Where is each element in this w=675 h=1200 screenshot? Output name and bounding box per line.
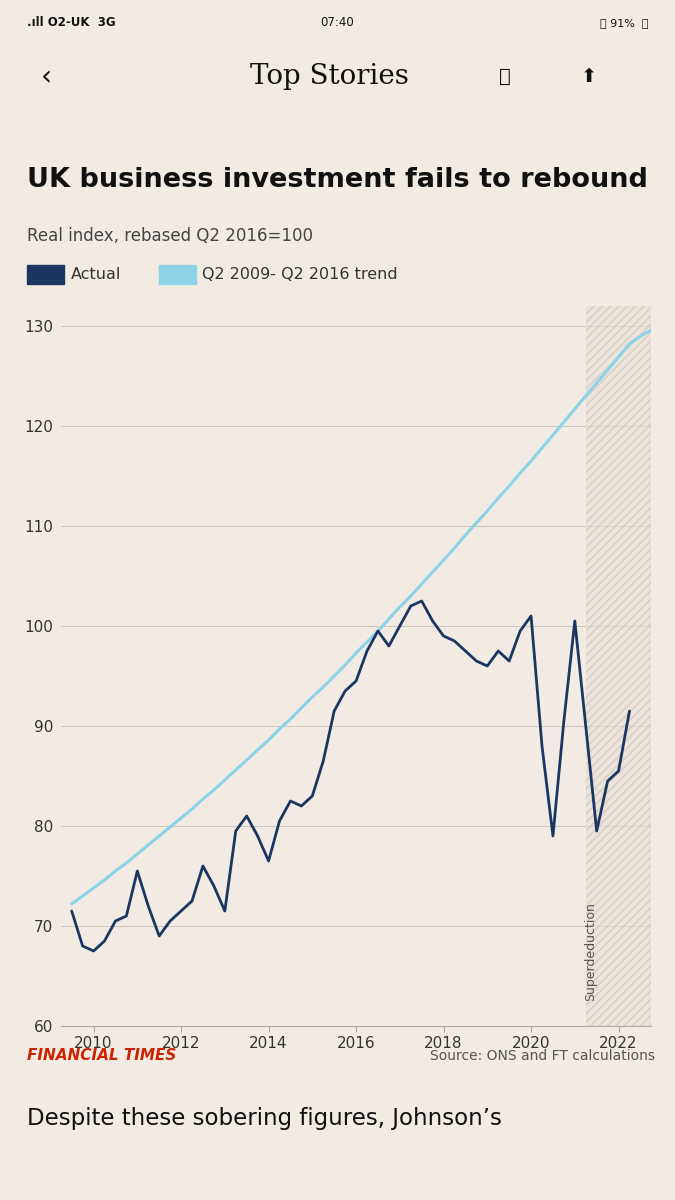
Text: Q2 2009- Q2 2016 trend: Q2 2009- Q2 2016 trend bbox=[202, 268, 398, 282]
Text: ‹: ‹ bbox=[40, 62, 51, 91]
Bar bbox=[586, 306, 651, 1026]
Bar bbox=[586, 306, 651, 1026]
Text: ⏰ 91%  🔋: ⏰ 91% 🔋 bbox=[599, 18, 648, 28]
Text: 🔖: 🔖 bbox=[500, 67, 511, 86]
Text: Despite these sobering figures, Johnson’s: Despite these sobering figures, Johnson’… bbox=[27, 1108, 502, 1130]
Text: ⬆: ⬆ bbox=[580, 67, 597, 86]
Text: Actual: Actual bbox=[71, 268, 122, 282]
Bar bbox=[159, 265, 196, 284]
Text: FINANCIAL TIMES: FINANCIAL TIMES bbox=[27, 1049, 176, 1063]
Text: UK business investment fails to rebound: UK business investment fails to rebound bbox=[27, 167, 648, 193]
Text: Superdeduction: Superdeduction bbox=[585, 902, 597, 1001]
Text: 07:40: 07:40 bbox=[321, 17, 354, 29]
Text: Top Stories: Top Stories bbox=[250, 64, 408, 90]
Text: Source: ONS and FT calculations: Source: ONS and FT calculations bbox=[430, 1049, 655, 1063]
Bar bbox=[27, 265, 64, 284]
Text: Real index, rebased Q2 2016=100: Real index, rebased Q2 2016=100 bbox=[27, 227, 313, 245]
Text: .ıll O2-UK  3G: .ıll O2-UK 3G bbox=[27, 17, 115, 29]
